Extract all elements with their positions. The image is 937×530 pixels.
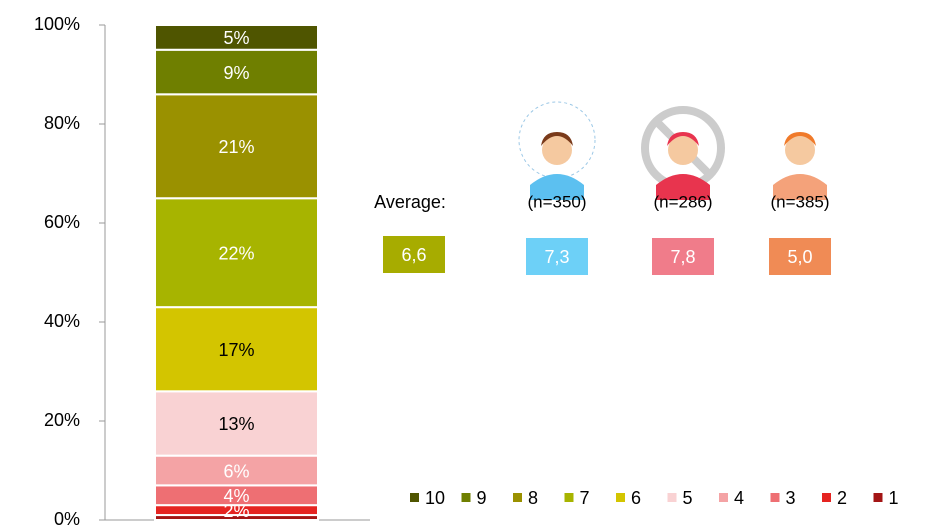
data-label: 9% bbox=[223, 63, 249, 83]
legend-label: 9 bbox=[477, 488, 487, 508]
legend-swatch bbox=[564, 493, 574, 502]
legend-label: 2 bbox=[837, 488, 847, 508]
y-tick-label: 100% bbox=[34, 14, 80, 34]
icon-hair bbox=[541, 132, 573, 146]
y-tick-label: 60% bbox=[44, 212, 80, 232]
icon-hair bbox=[667, 132, 699, 146]
legend-swatch bbox=[667, 493, 677, 502]
data-label: 13% bbox=[218, 414, 254, 434]
average-value: 5,0 bbox=[787, 247, 812, 267]
y-tick-label: 0% bbox=[54, 509, 80, 529]
legend-swatch bbox=[513, 493, 522, 502]
bar-segment bbox=[154, 24, 319, 51]
icon-head bbox=[668, 135, 698, 165]
legend-swatch bbox=[822, 493, 831, 502]
icons bbox=[518, 101, 827, 200]
y-tick-label: 40% bbox=[44, 311, 80, 331]
legend-swatch bbox=[719, 493, 728, 502]
legend-label: 4 bbox=[734, 488, 744, 508]
data-label: 21% bbox=[218, 137, 254, 157]
legend-swatch bbox=[410, 493, 419, 502]
average-box bbox=[769, 238, 831, 275]
legend-label: 10 bbox=[425, 488, 445, 508]
average-value: 7,3 bbox=[544, 247, 569, 267]
group-n: (n=350) bbox=[527, 192, 586, 211]
legend-label: 8 bbox=[528, 488, 538, 508]
group-n: (n=385) bbox=[770, 192, 829, 211]
data-label: 4% bbox=[223, 486, 249, 506]
average-value: 7,8 bbox=[670, 247, 695, 267]
legend-swatch bbox=[873, 493, 883, 502]
average-label: Average: bbox=[374, 192, 446, 212]
legend-label: 7 bbox=[580, 488, 590, 508]
legend-label: 3 bbox=[786, 488, 796, 508]
average-box bbox=[526, 238, 588, 275]
bar-segment bbox=[154, 93, 319, 200]
legend-label: 6 bbox=[631, 488, 641, 508]
average-box bbox=[652, 238, 714, 275]
bar-segment bbox=[154, 454, 319, 487]
icon-body bbox=[530, 174, 584, 200]
legend-swatch bbox=[616, 493, 625, 502]
legend-label: 5 bbox=[683, 488, 693, 508]
icon-ring bbox=[518, 101, 596, 179]
group-n: (n=286) bbox=[653, 192, 712, 211]
legend-swatch bbox=[461, 493, 471, 502]
icon-head bbox=[542, 135, 572, 165]
average-value: 6,6 bbox=[401, 245, 426, 265]
icon-head bbox=[785, 135, 815, 165]
legend-swatch bbox=[770, 493, 780, 502]
y-tick-label: 20% bbox=[44, 410, 80, 430]
icon-body bbox=[773, 174, 827, 200]
bar-segment bbox=[154, 306, 319, 393]
average-box bbox=[383, 236, 445, 273]
data-label: 5% bbox=[223, 28, 249, 48]
y-tick-label: 80% bbox=[44, 113, 80, 133]
data-label: 17% bbox=[218, 340, 254, 360]
icon-hair bbox=[784, 132, 816, 146]
bar-segment bbox=[154, 197, 319, 309]
data-label: 6% bbox=[223, 461, 249, 481]
data-label: 22% bbox=[218, 243, 254, 263]
legend-label: 1 bbox=[889, 488, 899, 508]
icon-body bbox=[656, 174, 710, 200]
